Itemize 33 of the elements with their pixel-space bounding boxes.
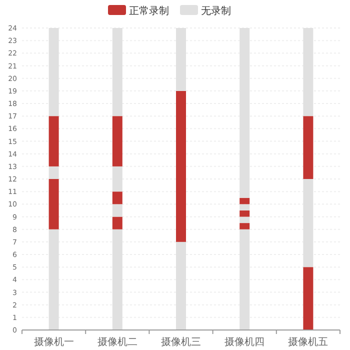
bar bbox=[240, 216, 250, 224]
bar bbox=[176, 28, 186, 91]
bar bbox=[112, 216, 122, 230]
bar bbox=[303, 179, 314, 268]
bar bbox=[303, 267, 314, 330]
bar bbox=[240, 229, 250, 330]
bar bbox=[176, 90, 186, 242]
bar bbox=[112, 192, 122, 204]
x-tick-label: 摄像机五 bbox=[288, 336, 328, 348]
bar bbox=[112, 204, 122, 217]
bar bbox=[240, 223, 250, 230]
bar bbox=[303, 116, 314, 179]
legend-label: 无录制 bbox=[201, 5, 231, 17]
bar bbox=[303, 28, 314, 116]
bar bbox=[112, 116, 122, 166]
bar bbox=[48, 28, 59, 116]
x-tick-label: 摄像机三 bbox=[161, 336, 201, 348]
bar bbox=[48, 179, 59, 230]
bar bbox=[112, 28, 122, 116]
bar bbox=[48, 229, 59, 330]
legend-label: 正常录制 bbox=[129, 5, 169, 17]
bar bbox=[48, 166, 59, 179]
bar bbox=[176, 242, 186, 330]
bar bbox=[48, 116, 59, 166]
bar bbox=[240, 210, 250, 217]
bar bbox=[112, 166, 122, 192]
x-tick-label: 摄像机一 bbox=[34, 336, 74, 348]
x-tick-label: 摄像机二 bbox=[97, 336, 138, 348]
bar bbox=[240, 198, 250, 204]
bar bbox=[240, 28, 250, 198]
bar bbox=[112, 229, 122, 330]
bar bbox=[240, 204, 250, 210]
x-tick-label: 摄像机四 bbox=[224, 336, 265, 348]
